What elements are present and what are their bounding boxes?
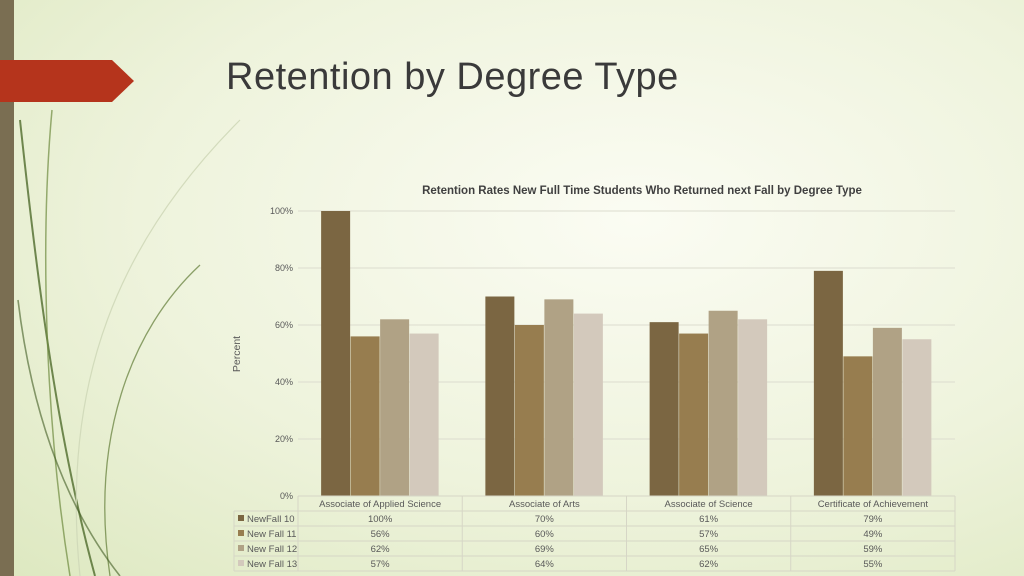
y-tick-label: 40% (275, 377, 293, 387)
y-tick-label: 20% (275, 434, 293, 444)
bar (514, 325, 544, 496)
bar (544, 299, 574, 496)
data-label: 100% (368, 514, 393, 525)
legend-entry: New Fall 13 (247, 559, 297, 570)
page-title: Retention by Degree Type (226, 56, 679, 98)
legend-entry: New Fall 11 (247, 529, 296, 540)
y-tick-label: 80% (275, 263, 293, 273)
data-label: 60% (535, 529, 555, 540)
data-label: 55% (863, 559, 883, 570)
data-label: 69% (535, 544, 555, 555)
left-accent-bar (0, 0, 14, 576)
data-label: 57% (371, 559, 391, 570)
decorative-lines (17, 109, 241, 576)
data-label: 65% (699, 544, 719, 555)
legend-entry: NewFall 10 (247, 514, 295, 525)
y-tick-label: 100% (270, 206, 293, 216)
data-label: 57% (699, 529, 719, 540)
bars (321, 211, 932, 496)
bar (679, 333, 709, 496)
legend-swatch (238, 530, 244, 536)
data-label: 62% (699, 559, 719, 570)
bar (708, 310, 738, 496)
bar (350, 336, 380, 496)
title-accent-arrow (0, 60, 134, 102)
bar (649, 322, 679, 496)
y-ticks: 0% 20% 40% 60% 80% 100% (270, 206, 293, 501)
data-label: 62% (371, 544, 391, 555)
bar (380, 319, 410, 496)
bar-chart: Retention Rates New Full Time Students W… (220, 176, 970, 576)
bar (843, 356, 873, 496)
bar (872, 327, 902, 496)
legend-swatch (238, 545, 244, 551)
data-label: 61% (699, 514, 719, 525)
data-label: 79% (863, 514, 883, 525)
bar (902, 339, 932, 496)
bar (813, 270, 843, 496)
y-tick-label: 0% (280, 491, 293, 501)
category-label: Associate of Applied Science (319, 499, 441, 510)
y-axis-label: Percent (231, 336, 243, 372)
bar (409, 333, 439, 496)
data-label: 49% (863, 529, 883, 540)
category-label: Associate of Science (665, 499, 753, 510)
data-table: Associate of Applied Science Associate of… (233, 495, 956, 572)
bar (738, 319, 768, 496)
bar (321, 211, 351, 496)
legend-entry: New Fall 12 (247, 544, 297, 555)
category-label: Certificate of Achievement (818, 499, 929, 510)
bar (485, 296, 515, 496)
legend-swatch (238, 515, 244, 521)
data-label: 70% (535, 514, 555, 525)
category-label: Associate of Arts (509, 499, 580, 510)
data-label: 56% (371, 529, 391, 540)
y-tick-label: 60% (275, 320, 293, 330)
legend-swatch (238, 560, 244, 566)
data-label: 59% (863, 544, 883, 555)
data-label: 64% (535, 559, 555, 570)
bar (573, 313, 603, 496)
chart-title: Retention Rates New Full Time Students W… (422, 185, 862, 197)
